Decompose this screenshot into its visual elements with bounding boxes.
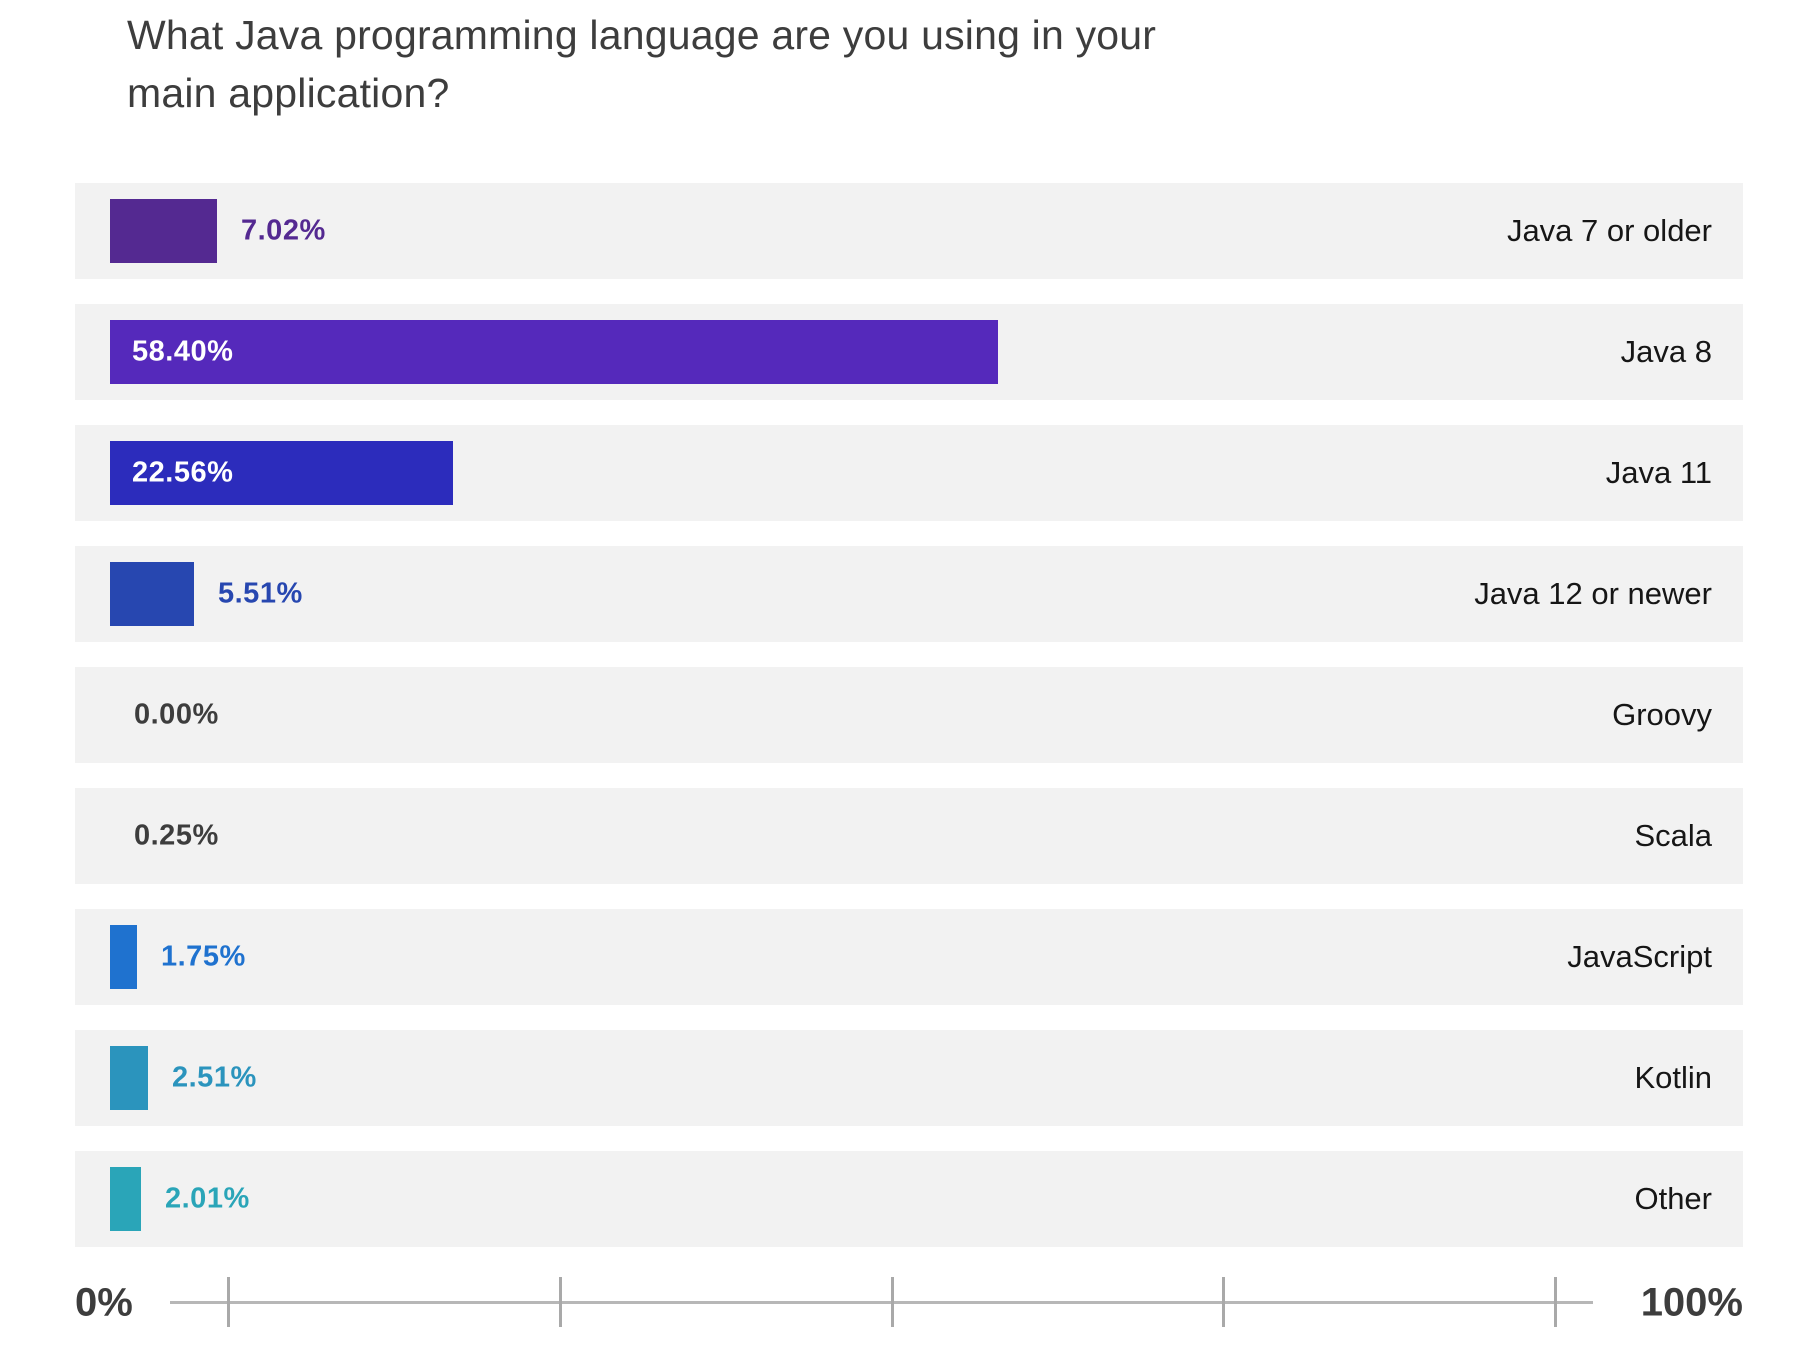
x-axis: 0% 100% xyxy=(75,1270,1743,1336)
category-label: Java 8 xyxy=(1620,334,1712,369)
value-label: 7.02% xyxy=(241,214,326,247)
bar-row-java-7-or-older: 7.02% Java 7 or older xyxy=(75,183,1743,279)
bar-row-other: 2.01% Other xyxy=(75,1151,1743,1247)
category-label: Groovy xyxy=(1612,697,1712,732)
category-label: Java 7 or older xyxy=(1506,213,1712,248)
bar[interactable] xyxy=(110,199,217,263)
bar-chart: 7.02% Java 7 or older 58.40% Java 8 22.5… xyxy=(75,183,1743,1272)
value-label: 1.75% xyxy=(161,940,246,973)
category-label: JavaScript xyxy=(1567,939,1712,974)
category-label: Java 12 or newer xyxy=(1474,576,1712,611)
survey-question-title: What Java programming language are you u… xyxy=(127,12,1157,117)
category-label: Java 11 xyxy=(1605,455,1712,490)
axis-min-label: 0% xyxy=(75,1280,133,1325)
bar[interactable] xyxy=(110,320,998,384)
bar[interactable] xyxy=(110,1046,148,1110)
category-label: Kotlin xyxy=(1634,1060,1712,1095)
bar[interactable] xyxy=(110,562,194,626)
bar-row-java-11: 22.56% Java 11 xyxy=(75,425,1743,521)
axis-tick xyxy=(891,1277,894,1327)
bar-row-java-12-or-newer: 5.51% Java 12 or newer xyxy=(75,546,1743,642)
value-label: 0.00% xyxy=(134,698,219,731)
value-label: 0.25% xyxy=(134,819,219,852)
value-label: 2.01% xyxy=(165,1182,250,1215)
bar-row-scala: 0.25% Scala xyxy=(75,788,1743,884)
axis-tick xyxy=(1554,1277,1557,1327)
value-label: 2.51% xyxy=(172,1061,257,1094)
bar[interactable] xyxy=(110,925,137,989)
value-label: 5.51% xyxy=(218,577,303,610)
axis-tick xyxy=(227,1277,230,1327)
value-label: 22.56% xyxy=(132,456,234,489)
value-label: 58.40% xyxy=(132,335,234,368)
axis-tick xyxy=(1222,1277,1225,1327)
bar-row-kotlin: 2.51% Kotlin xyxy=(75,1030,1743,1126)
category-label: Scala xyxy=(1634,818,1712,853)
bar[interactable] xyxy=(110,1167,141,1231)
bar[interactable] xyxy=(110,441,453,505)
category-label: Other xyxy=(1634,1181,1712,1216)
bar-row-groovy: 0.00% Groovy xyxy=(75,667,1743,763)
bar-row-java-8: 58.40% Java 8 xyxy=(75,304,1743,400)
axis-tick xyxy=(559,1277,562,1327)
axis-line xyxy=(170,1301,1593,1304)
axis-max-label: 100% xyxy=(1640,1280,1743,1325)
bar-row-javascript: 1.75% JavaScript xyxy=(75,909,1743,1005)
